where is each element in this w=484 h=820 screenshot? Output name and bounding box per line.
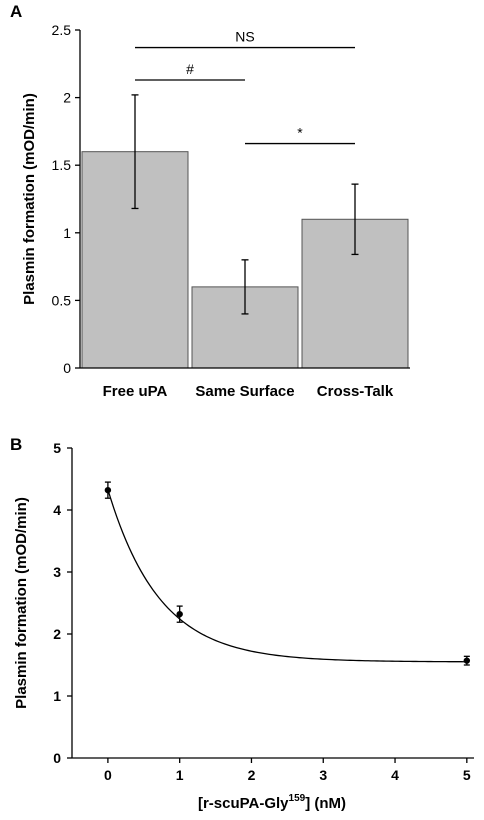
panel-b-x-tick-label-5: 5 — [463, 767, 471, 783]
category-label-1: Same Surface — [195, 383, 294, 400]
panel-a-error-bars — [131, 94, 359, 315]
panel-a: A NS # * 0 0.5 1 1.5 2 2.5 Free uPA Same Surface… — [10, 2, 410, 400]
panel-b-y-axis-title: Plasmin formation (mOD/min) — [13, 497, 30, 709]
panel-a-category-labels: Free uPA Same Surface Cross-Talk — [103, 383, 394, 400]
category-label-0: Free uPA — [103, 383, 168, 400]
panel-b-letter: B — [10, 435, 22, 454]
panel-b-x-ticks: 0 1 2 3 4 5 — [104, 758, 471, 783]
panel-b-y-tick-label-5: 5 — [53, 440, 61, 456]
panel-a-significance: NS # * — [135, 29, 355, 145]
significance-label-2: * — [297, 125, 303, 141]
panel-b-fit-curve — [107, 489, 467, 663]
error-bar-2 — [351, 183, 359, 256]
error-bar-1 — [241, 259, 249, 315]
panel-b-x-tick-label-3: 3 — [319, 767, 327, 783]
category-label-2: Cross-Talk — [317, 383, 394, 400]
significance-label-0: NS — [235, 29, 254, 45]
data-point-0 — [104, 481, 112, 499]
panel-b-y-tick-label-2: 2 — [53, 626, 61, 642]
panel-a-letter: A — [10, 2, 22, 21]
panel-a-y-tick-label-1: 0.5 — [52, 292, 72, 308]
panel-b-y-tick-label-1: 1 — [53, 688, 61, 704]
panel-b-x-tick-label-1: 1 — [176, 767, 184, 783]
panel-b-y-ticks: 0 1 2 3 4 5 — [53, 440, 72, 766]
panel-b-x-tick-label-4: 4 — [391, 767, 399, 783]
panel-b: B 0 1 2 3 4 5 0 1 2 3 4 5 Plasmin formation (mOD/m… — [10, 435, 474, 812]
panel-b-x-tick-label-0: 0 — [104, 767, 112, 783]
error-bar-0 — [131, 94, 139, 210]
panel-a-y-tick-label-3: 1.5 — [52, 157, 72, 173]
panel-b-x-axis-title-sup: 159 — [289, 793, 306, 804]
panel-b-x-axis-title-end: ] (nM) — [305, 795, 346, 812]
panel-a-y-tick-label-2: 1 — [63, 225, 71, 241]
panel-b-x-tick-label-2: 2 — [248, 767, 256, 783]
panel-a-y-tick-label-4: 2 — [63, 90, 71, 106]
panel-a-y-axis-title: Plasmin formation (mOD/min) — [21, 93, 38, 305]
data-point-2 — [463, 655, 471, 666]
data-point-1 — [176, 605, 183, 623]
panel-b-y-tick-label-4: 4 — [53, 502, 61, 518]
panel-b-y-tick-label-0: 0 — [53, 750, 61, 766]
panel-b-x-axis-title: [r-scuPA-Gly159] (nM) — [198, 793, 346, 812]
panel-a-y-tick-label-0: 0 — [63, 360, 71, 376]
panel-b-x-axis-title-main: [r-scuPA-Gly — [198, 795, 289, 812]
panel-a-y-tick-label-5: 2.5 — [52, 22, 72, 38]
panel-b-points — [104, 481, 471, 666]
panel-a-y-ticks: 0 0.5 1 1.5 2 2.5 — [52, 22, 80, 376]
significance-label-1: # — [186, 61, 194, 77]
panel-b-y-tick-label-3: 3 — [53, 564, 61, 580]
